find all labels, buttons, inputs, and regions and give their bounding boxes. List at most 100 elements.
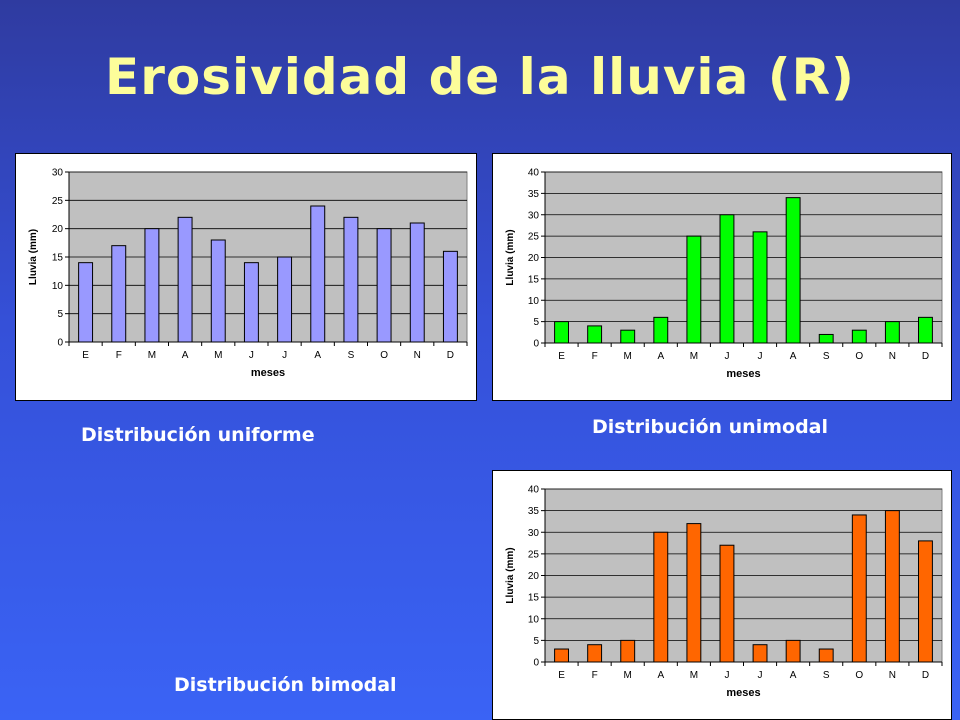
bar — [620, 639, 636, 663]
y-tick-label: 25 — [528, 232, 540, 243]
bar — [918, 316, 933, 344]
x-tick-label: J — [249, 350, 254, 361]
bar — [554, 321, 569, 344]
bar — [785, 197, 801, 344]
x-tick-label: O — [855, 351, 863, 362]
caption-unimodal: Distribución unimodal — [592, 416, 829, 438]
bar — [210, 239, 226, 343]
bar — [719, 214, 735, 344]
x-tick-label: A — [314, 350, 321, 361]
x-tick-label: M — [624, 351, 632, 362]
x-tick-label: A — [790, 351, 797, 362]
bar — [343, 216, 359, 343]
x-tick-label: M — [214, 350, 222, 361]
x-tick-label: S — [348, 350, 355, 361]
x-tick-label: O — [855, 670, 863, 681]
bar — [818, 648, 834, 663]
y-tick-label: 40 — [528, 485, 540, 496]
y-tick-label: 10 — [528, 614, 540, 625]
bar — [620, 329, 636, 344]
x-tick-label: J — [758, 351, 763, 362]
y-tick-label: 0 — [533, 339, 539, 350]
x-tick-label: F — [116, 350, 122, 361]
y-tick-label: 10 — [52, 281, 64, 292]
x-tick-label: J — [724, 670, 729, 681]
y-tick-label: 15 — [528, 274, 540, 285]
bar — [376, 228, 392, 343]
y-axis-title: Lluvia (mm) — [505, 229, 516, 285]
x-tick-label: E — [558, 670, 565, 681]
y-tick-label: 30 — [52, 168, 64, 179]
bar — [884, 510, 900, 663]
caption-bimodal: Distribución bimodal — [174, 674, 397, 696]
y-tick-label: 5 — [57, 309, 63, 320]
y-axis-title: Lluvia (mm) — [28, 229, 39, 285]
x-tick-label: M — [624, 670, 632, 681]
bar — [851, 329, 867, 344]
x-tick-label: N — [889, 351, 896, 362]
x-tick-label: S — [823, 351, 830, 362]
bar — [653, 316, 669, 344]
bar — [785, 639, 801, 663]
y-tick-label: 0 — [57, 338, 63, 349]
x-axis-title: meses — [726, 368, 760, 380]
x-tick-label: F — [592, 351, 598, 362]
x-tick-label: M — [690, 670, 698, 681]
y-tick-label: 5 — [533, 317, 539, 328]
y-tick-label: 25 — [52, 196, 64, 207]
bar — [818, 333, 834, 344]
x-tick-label: D — [922, 351, 929, 362]
y-tick-label: 15 — [528, 593, 540, 604]
bar — [653, 531, 669, 663]
bar — [277, 256, 293, 343]
x-tick-label: N — [414, 350, 421, 361]
bar — [243, 262, 259, 343]
bar — [851, 514, 867, 663]
y-tick-label: 20 — [528, 253, 540, 264]
bar — [144, 228, 160, 343]
bar — [310, 205, 326, 343]
x-tick-label: D — [922, 670, 929, 681]
y-tick-label: 40 — [528, 168, 540, 179]
bar — [111, 245, 127, 343]
bar — [409, 222, 425, 343]
bar — [686, 235, 702, 344]
bar — [719, 544, 735, 663]
y-tick-label: 5 — [533, 636, 539, 647]
x-tick-label: M — [148, 350, 156, 361]
x-tick-label: S — [823, 670, 830, 681]
bar — [918, 540, 933, 663]
x-tick-label: E — [558, 351, 565, 362]
x-tick-label: N — [889, 670, 896, 681]
x-tick-label: J — [282, 350, 287, 361]
slide-title: Erosividad de la lluvia (R) — [105, 48, 855, 106]
bar — [177, 216, 193, 343]
x-tick-label: A — [657, 351, 664, 362]
bar — [686, 523, 702, 663]
bar — [587, 325, 603, 344]
y-tick-label: 35 — [528, 506, 540, 517]
y-axis-title: Lluvia (mm) — [505, 547, 516, 603]
y-tick-label: 10 — [528, 296, 540, 307]
y-tick-label: 0 — [533, 658, 539, 669]
bar — [442, 250, 458, 343]
x-tick-label: J — [758, 670, 763, 681]
bar — [752, 231, 768, 344]
bar — [554, 648, 569, 663]
x-tick-label: A — [657, 670, 664, 681]
x-tick-label: E — [82, 350, 89, 361]
y-tick-label: 30 — [528, 210, 540, 221]
x-tick-label: A — [790, 670, 797, 681]
bar — [587, 644, 603, 663]
x-tick-label: O — [380, 350, 388, 361]
y-tick-label: 15 — [52, 253, 64, 264]
x-tick-label: M — [690, 351, 698, 362]
y-tick-label: 25 — [528, 549, 540, 560]
y-tick-label: 30 — [528, 528, 540, 539]
y-tick-label: 20 — [528, 571, 540, 582]
